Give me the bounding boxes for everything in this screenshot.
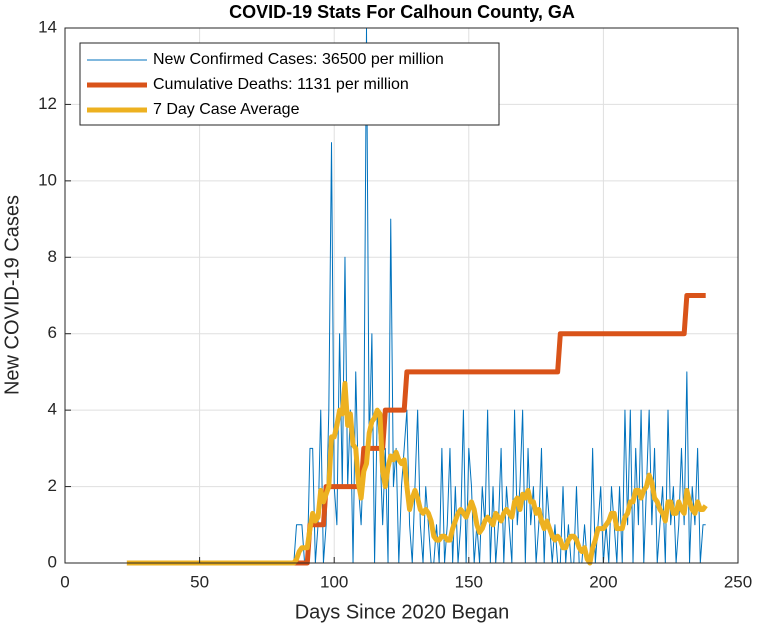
legend-box [79, 42, 500, 126]
legend-label: New Confirmed Cases: 36500 per million [153, 51, 444, 68]
x-tick-label: 250 [724, 572, 752, 591]
legend-label: 7 Day Case Average [153, 101, 300, 118]
x-tick-label: 200 [589, 572, 617, 591]
y-tick-label: 6 [48, 323, 57, 342]
y-tick-label: 14 [38, 17, 57, 36]
y-tick-label: 0 [48, 552, 57, 571]
x-axis-label: Days Since 2020 Began [295, 601, 510, 623]
x-tick-label: 0 [60, 572, 69, 591]
x-tick-label: 50 [190, 572, 209, 591]
y-tick-label: 8 [48, 247, 57, 266]
legend: New Confirmed Cases: 36500 per million Cu… [79, 42, 500, 126]
y-tick-label: 4 [48, 400, 57, 419]
y-tick-label: 12 [38, 94, 57, 113]
y-axis-label: New COVID-19 Cases [1, 195, 23, 395]
x-tick-label: 100 [320, 572, 348, 591]
legend-label: Cumulative Deaths: 1131 per million [153, 76, 409, 93]
chart-title: COVID-19 Stats For Calhoun County, GA [229, 2, 575, 22]
y-tick-label: 2 [48, 476, 57, 495]
ticks: 0 50 100 150 200 250 0 2 4 6 8 10 12 14 [38, 17, 752, 591]
x-tick-label: 150 [455, 572, 483, 591]
axes-box [64, 27, 739, 564]
y-tick-label: 10 [38, 170, 57, 189]
